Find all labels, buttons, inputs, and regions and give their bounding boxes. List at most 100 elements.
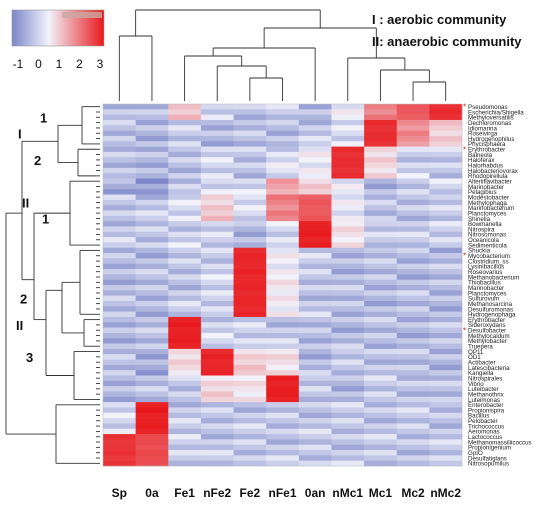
heatmap-cell (396, 258, 430, 264)
heatmap-cell (331, 354, 365, 360)
heatmap-cell (298, 146, 332, 153)
row-label: OD1 (468, 354, 481, 361)
heatmap-cell (331, 460, 365, 467)
heatmap-cell (233, 450, 267, 456)
color-scale-tick: -1 (13, 57, 24, 71)
heatmap-cell (168, 189, 202, 195)
heatmap-cell (298, 114, 332, 121)
heatmap-cell (233, 269, 267, 275)
heatmap-cell (168, 423, 202, 430)
heatmap-cell (200, 375, 234, 382)
heatmap-cell (168, 311, 202, 318)
heatmap-cell (266, 141, 300, 147)
heatmap-cell (103, 109, 136, 115)
heatmap-cell (103, 295, 136, 302)
heatmap-cell (233, 183, 267, 190)
heatmap-cell (103, 354, 136, 360)
heatmap-cell (135, 343, 169, 350)
heatmap-cell (135, 460, 169, 467)
heatmap-cell (135, 418, 169, 424)
heatmap-cell (396, 162, 430, 169)
heatmap-cell (364, 322, 398, 328)
heatmap-cell (429, 109, 463, 115)
heatmap-cell (266, 418, 300, 424)
column-label: Mc1 (369, 486, 393, 500)
heatmap-cell (233, 311, 267, 318)
heatmap-cell (364, 418, 398, 424)
row-label: Planctomyces (468, 290, 507, 297)
heatmap-cell (233, 295, 267, 302)
heatmap-cell (331, 157, 365, 163)
heatmap-cell (298, 311, 332, 318)
heatmap-cell (135, 258, 169, 264)
heatmap-cell (168, 418, 202, 424)
heatmap-cell (298, 189, 332, 195)
row-label: Pelagibius (468, 189, 497, 196)
heatmap-cell (331, 194, 365, 201)
heatmap-cell (331, 237, 365, 243)
heatmap-cell (364, 359, 398, 366)
heatmap-cell (135, 380, 169, 387)
heatmap-cell (233, 327, 267, 334)
heatmap-cell (135, 311, 169, 318)
heatmap-cell (396, 460, 430, 467)
heatmap-cell (364, 114, 398, 121)
heatmap-cell (429, 295, 463, 302)
heatmap-cell (168, 157, 202, 163)
heatmap-cell (200, 407, 234, 414)
heatmap-cell (135, 455, 169, 461)
heatmap-cell (168, 391, 202, 398)
heatmap-cell (103, 322, 136, 328)
heatmap-cell (364, 316, 398, 323)
heatmap-cell (331, 141, 365, 147)
heatmap-cell (429, 444, 463, 451)
heatmap-cell (429, 455, 463, 461)
heatmap-cell (266, 151, 300, 158)
heatmap-cell (103, 183, 136, 190)
heatmap-cell (429, 151, 463, 158)
heatmap-cell (429, 274, 463, 280)
heatmap-cell (103, 338, 136, 344)
heatmap-cell (364, 354, 398, 360)
heatmap-cell (429, 343, 463, 350)
heatmap-cell (364, 215, 398, 222)
heatmap-cell (168, 306, 202, 312)
row-label: Nitrosomonas (468, 232, 506, 239)
heatmap-cell (266, 167, 300, 174)
heatmap-cell (200, 210, 234, 217)
heatmap-cell (298, 332, 332, 339)
heatmap-cell (266, 135, 300, 142)
heatmap-cell (200, 300, 234, 307)
heatmap-cell (266, 114, 300, 121)
heatmap-cell (298, 322, 332, 328)
heatmap-cell (233, 444, 267, 451)
heatmap-cell (233, 428, 267, 435)
heatmap-cell (331, 109, 365, 115)
heatmap-cell (396, 263, 430, 270)
heatmap-cell (298, 104, 332, 110)
heatmap-cell (396, 322, 430, 328)
heatmap-cell (364, 364, 398, 371)
row-label: Pseudomonas (468, 104, 508, 111)
row-label: Desulfatiglans (468, 455, 507, 462)
heatmap-cell (331, 391, 365, 398)
heatmap-cell (233, 109, 267, 115)
heatmap-cell (298, 194, 332, 201)
heatmap-cell (200, 279, 234, 286)
heatmap-cell (168, 109, 202, 115)
row-label: Propionispira (468, 407, 505, 414)
heatmap-cell (233, 354, 267, 360)
heatmap-cell (233, 263, 267, 270)
row-label: Marinobacter (468, 184, 504, 191)
heatmap-cell (200, 370, 234, 376)
heatmap-cell (298, 354, 332, 360)
heatmap-cell (200, 316, 234, 323)
heatmap-cell (233, 258, 267, 264)
heatmap-cell (429, 221, 463, 227)
heatmap-cell (298, 130, 332, 137)
heatmap-cell (266, 311, 300, 318)
heatmap-cell (331, 189, 365, 195)
heatmap-cell (429, 253, 463, 259)
row-label: Idiomarina (468, 125, 497, 132)
